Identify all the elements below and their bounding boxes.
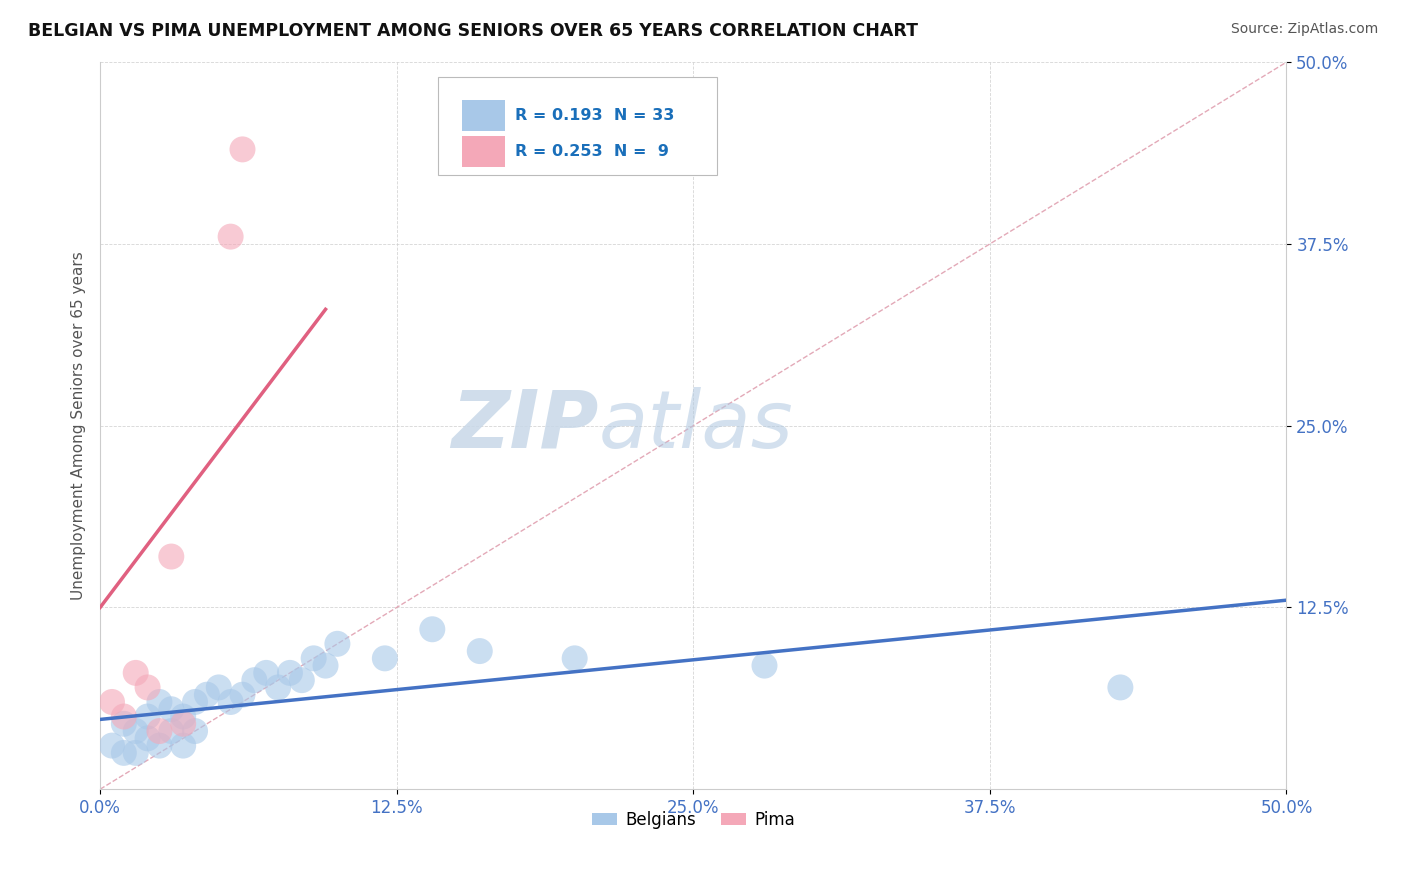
Point	[112, 716, 135, 731]
FancyBboxPatch shape	[439, 77, 717, 175]
Point	[564, 651, 586, 665]
Point	[208, 681, 231, 695]
Text: R = 0.253  N =  9: R = 0.253 N = 9	[516, 144, 669, 159]
Text: atlas: atlas	[599, 386, 793, 465]
Point	[219, 229, 242, 244]
Point	[148, 695, 170, 709]
Point	[231, 688, 253, 702]
Point	[160, 724, 183, 739]
Point	[420, 622, 443, 636]
Point	[291, 673, 314, 688]
Point	[160, 702, 183, 716]
Point	[231, 142, 253, 156]
Point	[1109, 681, 1132, 695]
FancyBboxPatch shape	[463, 100, 505, 130]
Point	[112, 746, 135, 760]
Text: R = 0.193  N = 33: R = 0.193 N = 33	[516, 108, 675, 123]
Point	[326, 637, 349, 651]
Text: ZIP: ZIP	[451, 386, 599, 465]
Point	[254, 665, 277, 680]
Text: Source: ZipAtlas.com: Source: ZipAtlas.com	[1230, 22, 1378, 37]
Point	[136, 731, 159, 746]
Point	[374, 651, 396, 665]
Point	[112, 709, 135, 723]
FancyBboxPatch shape	[463, 136, 505, 167]
Point	[754, 658, 776, 673]
Point	[125, 665, 148, 680]
Point	[172, 709, 194, 723]
Point	[278, 665, 301, 680]
Point	[101, 695, 124, 709]
Legend: Belgians, Pima: Belgians, Pima	[585, 804, 801, 836]
Point	[315, 658, 337, 673]
Point	[243, 673, 266, 688]
Point	[184, 724, 207, 739]
Text: BELGIAN VS PIMA UNEMPLOYMENT AMONG SENIORS OVER 65 YEARS CORRELATION CHART: BELGIAN VS PIMA UNEMPLOYMENT AMONG SENIO…	[28, 22, 918, 40]
Point	[136, 681, 159, 695]
Point	[302, 651, 325, 665]
Point	[172, 739, 194, 753]
Point	[468, 644, 491, 658]
Point	[125, 724, 148, 739]
Point	[219, 695, 242, 709]
Point	[148, 724, 170, 739]
Point	[136, 709, 159, 723]
Point	[184, 695, 207, 709]
Point	[160, 549, 183, 564]
Y-axis label: Unemployment Among Seniors over 65 years: Unemployment Among Seniors over 65 years	[72, 252, 86, 600]
Point	[148, 739, 170, 753]
Point	[195, 688, 218, 702]
Point	[267, 681, 290, 695]
Point	[101, 739, 124, 753]
Point	[172, 716, 194, 731]
Point	[125, 746, 148, 760]
